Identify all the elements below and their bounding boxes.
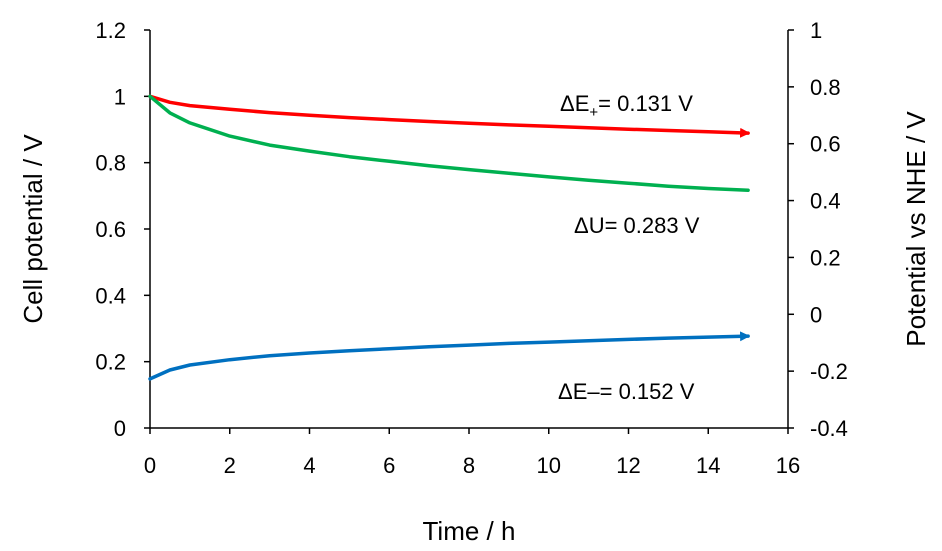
series-line-green	[148, 94, 750, 192]
x-tick-label: 0	[144, 453, 156, 478]
y-right-tick-label: 1	[810, 18, 822, 43]
annotation-delta-e-minus-value: = 0.152 V	[600, 379, 695, 404]
y-right-tick-label: 0	[810, 302, 822, 327]
x-tick-label: 10	[537, 453, 561, 478]
y-left-tick-label: 0.6	[95, 217, 126, 242]
y-right-tick-label: 0.2	[810, 245, 841, 270]
y-right-tick-label: 0.4	[810, 189, 841, 214]
x-tick-label: 12	[616, 453, 640, 478]
x-tick-label: 2	[224, 453, 236, 478]
y-left-tick-label: 0.4	[95, 283, 126, 308]
y-left-tick-label: 0.8	[95, 151, 126, 176]
series	[148, 94, 751, 381]
series-line-red	[148, 94, 751, 138]
y-left-tick-label: 1	[114, 84, 126, 109]
x-tick-label: 14	[696, 453, 720, 478]
annotation-delta-e-plus-value: = 0.131 V	[598, 91, 693, 116]
annotation-delta-e-plus: ΔE+= 0.131 V	[560, 91, 693, 121]
x-tick-label: 8	[463, 453, 475, 478]
annotation-delta-u: ΔU= 0.283 V	[574, 213, 700, 238]
y-right-tick-label: -0.2	[810, 359, 848, 384]
series-line-blue	[148, 331, 751, 381]
y-right-axis-title: Potential vs NHE / V	[901, 111, 931, 347]
y-right-tick-label: -0.4	[810, 416, 848, 441]
y-left-tick-label: 0	[114, 416, 126, 441]
y-right-tick-label: 0.8	[810, 75, 841, 100]
ticks	[144, 29, 794, 434]
x-tick-label: 4	[303, 453, 315, 478]
y-right-tick-label: 0.6	[810, 132, 841, 157]
tick-labels: 0 2 4 6 8 10 12 14 16 0 0.2 0.4 0.6 0.8 1 1.2 -0.4 -0.2 0 0…	[95, 18, 848, 478]
y-left-tick-label: 0.2	[95, 350, 126, 375]
y-left-tick-label: 1.2	[95, 18, 126, 43]
annotation-delta-e-minus-sub: –	[587, 379, 600, 404]
annotation-delta-e-minus-main: ΔE	[558, 379, 587, 404]
annotation-delta-e-minus: ΔE–= 0.152 V	[558, 379, 695, 404]
x-tick-label: 16	[776, 453, 800, 478]
y-left-axis-title: Cell potential / V	[18, 134, 48, 324]
annotation-delta-e-plus-main: ΔE	[560, 91, 589, 116]
x-axis-title: Time / h	[423, 516, 516, 546]
annotation-delta-e-plus-sub: +	[589, 104, 598, 121]
x-tick-label: 6	[383, 453, 395, 478]
